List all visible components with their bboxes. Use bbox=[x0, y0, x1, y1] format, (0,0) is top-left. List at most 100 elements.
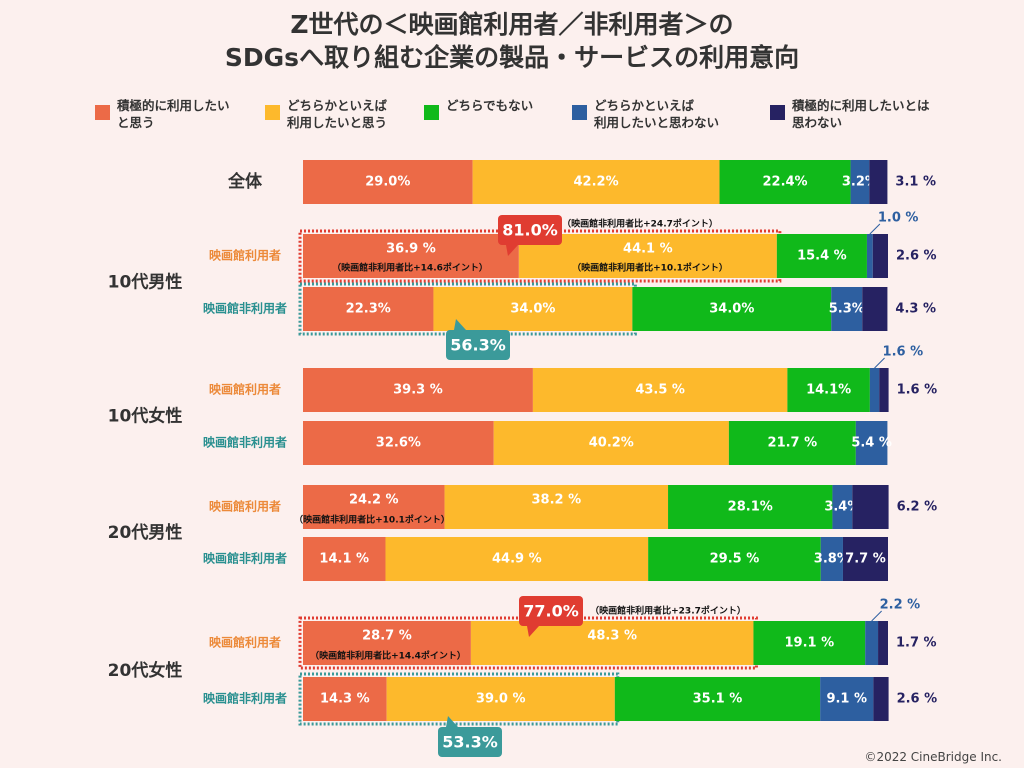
bar-segment bbox=[303, 234, 519, 278]
legend-label: 積極的に利用したいとは 思わない bbox=[792, 98, 930, 130]
legend-swatch bbox=[424, 105, 439, 120]
callout bbox=[519, 596, 583, 626]
value-label: 42.2% bbox=[574, 175, 619, 190]
legend-swatch bbox=[265, 105, 280, 120]
source: ©2022 CineBridge Inc. bbox=[864, 750, 1002, 764]
value-label: 1.0 % bbox=[878, 211, 919, 226]
bar-segment bbox=[303, 621, 471, 665]
value-label: 32.6% bbox=[376, 436, 421, 451]
value-label: 28.7 % bbox=[362, 629, 412, 644]
bar-segment bbox=[842, 537, 888, 581]
value-label: 15.4 % bbox=[797, 249, 847, 264]
legend-swatch bbox=[572, 105, 587, 120]
bar-segment bbox=[648, 537, 821, 581]
value-label: 3.8% bbox=[814, 552, 850, 567]
annotation: （映画館非利用者比+24.7ポイント） bbox=[562, 218, 718, 230]
sub-label: 映画館非利用者 bbox=[203, 301, 287, 316]
sub-label: 映画館利用者 bbox=[209, 499, 281, 514]
sub-label: 映画館非利用者 bbox=[203, 691, 287, 706]
value-label: 5.3% bbox=[829, 302, 865, 317]
value-label: 6.2 % bbox=[897, 500, 938, 515]
leader-line bbox=[874, 357, 885, 369]
bar-segment bbox=[303, 287, 434, 331]
callout bbox=[438, 727, 502, 757]
leader-line bbox=[869, 223, 881, 235]
value-label: 1.6 % bbox=[883, 345, 924, 360]
value-label: 14.1 % bbox=[319, 552, 369, 567]
callout-pointer bbox=[446, 716, 458, 727]
callout-pointer bbox=[454, 319, 466, 330]
bar-segment bbox=[385, 537, 649, 581]
value-label: 22.3% bbox=[346, 302, 391, 317]
bar-segment bbox=[850, 160, 870, 204]
value-label: 14.1% bbox=[806, 383, 851, 398]
bar-segment bbox=[873, 677, 889, 721]
value-label: 2.6 % bbox=[897, 692, 938, 707]
legend-label: どちらかといえば 利用したいと思う bbox=[287, 98, 388, 130]
legend-entry: 積極的に利用したい と思う bbox=[95, 97, 230, 131]
value-label: 2.2 % bbox=[880, 598, 921, 613]
bar-segment bbox=[532, 368, 788, 412]
bar-segment bbox=[869, 160, 888, 204]
bar-segment bbox=[872, 234, 888, 278]
legend-swatch bbox=[95, 105, 110, 120]
value-label: 39.3 % bbox=[393, 383, 443, 398]
bar-segment bbox=[878, 621, 888, 665]
annotation: （映画館非利用者比+23.7ポイント） bbox=[590, 605, 746, 617]
legend-label: どちらかといえば 利用したいと思わない bbox=[594, 98, 720, 130]
group-label: 10代男性 bbox=[108, 272, 183, 293]
callout bbox=[498, 215, 562, 245]
value-label: 40.2% bbox=[589, 436, 634, 451]
sub-label: 映画館非利用者 bbox=[203, 435, 287, 450]
sub-label: 映画館利用者 bbox=[209, 248, 281, 263]
value-label: 24.2 % bbox=[349, 493, 399, 508]
bar-segment bbox=[303, 677, 387, 721]
value-label: 28.1% bbox=[728, 500, 773, 515]
value-label: 3.4% bbox=[824, 500, 860, 515]
bar-segment bbox=[820, 537, 843, 581]
chart-title: Z世代の＜映画館利用者／非利用者＞の SDGsへ取り組む企業の製品・サービスの利… bbox=[224, 10, 800, 72]
bar-segment bbox=[303, 485, 445, 529]
annotation: （映画館非利用者比+10.1ポイント） bbox=[572, 262, 728, 274]
value-label: 21.7 % bbox=[768, 436, 818, 451]
value-label: 43.5 % bbox=[635, 383, 685, 398]
sub-label: 映画館利用者 bbox=[209, 635, 281, 650]
legend-label: どちらでもない bbox=[446, 98, 534, 113]
value-label: 7.7 % bbox=[845, 552, 886, 567]
bar-segment bbox=[444, 485, 669, 529]
bar-segment bbox=[303, 421, 494, 465]
callout-label: 77.0% bbox=[523, 602, 579, 621]
leader-line bbox=[871, 610, 882, 622]
bar-segment bbox=[831, 287, 863, 331]
bar-segment bbox=[869, 368, 880, 412]
bar-segment bbox=[852, 485, 889, 529]
value-label: 34.0% bbox=[709, 302, 754, 317]
bar-segment bbox=[832, 485, 853, 529]
annotation: （映画館非利用者比+14.4ポイント） bbox=[310, 650, 466, 662]
bar-segment bbox=[303, 537, 386, 581]
value-label: 2.6 % bbox=[896, 249, 937, 264]
annotation: （映画館非利用者比+10.1ポイント） bbox=[294, 514, 450, 526]
value-label: 48.3 % bbox=[587, 629, 637, 644]
bar-segment bbox=[632, 287, 832, 331]
value-label: 36.9 % bbox=[386, 242, 436, 257]
bar-segment bbox=[386, 677, 615, 721]
legend-swatch bbox=[770, 105, 785, 120]
bar-segment bbox=[719, 160, 851, 204]
callout-pointer bbox=[506, 245, 518, 256]
value-label: 35.1 % bbox=[693, 692, 743, 707]
value-label: 29.5 % bbox=[710, 552, 760, 567]
value-label: 5.4 % bbox=[851, 436, 892, 451]
value-label: 39.0 % bbox=[476, 692, 526, 707]
value-label: 3.2% bbox=[842, 175, 878, 190]
legend-entry: どちらでもない bbox=[424, 97, 534, 120]
bar-segment bbox=[866, 234, 873, 278]
value-label: 29.0% bbox=[365, 175, 410, 190]
bar-segment bbox=[862, 287, 888, 331]
bar-segment bbox=[470, 621, 754, 665]
bar-segment bbox=[855, 421, 888, 465]
value-label: 38.2 % bbox=[531, 493, 581, 508]
sub-label: 映画館利用者 bbox=[209, 382, 281, 397]
value-label: 34.0% bbox=[510, 302, 555, 317]
